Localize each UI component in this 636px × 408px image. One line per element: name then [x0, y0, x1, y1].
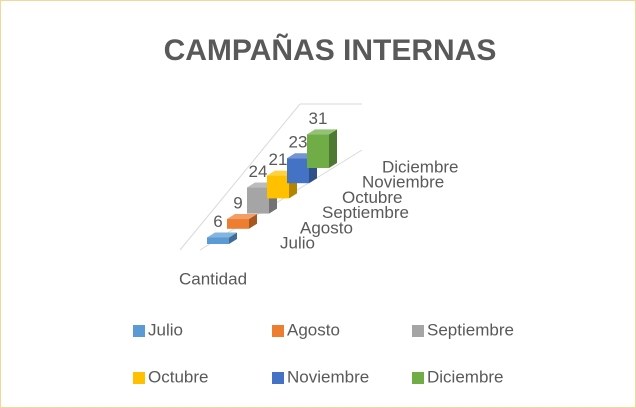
legend-swatch: [133, 372, 145, 384]
bar-side: [229, 232, 237, 244]
bar-side: [329, 129, 337, 168]
bar: [307, 134, 329, 168]
depth-label: Octubre: [342, 188, 402, 207]
bar-side: [249, 214, 257, 229]
legend-label: Noviembre: [287, 367, 369, 386]
data-label: 6: [213, 212, 222, 231]
legend-label: Agosto: [287, 320, 340, 339]
bar: [267, 175, 289, 199]
depth-label: Noviembre: [362, 173, 444, 192]
legend-label: Diciembre: [427, 367, 504, 386]
bar: [227, 219, 249, 229]
legend-label: Octubre: [148, 367, 208, 386]
data-label: 9: [233, 194, 242, 213]
bar-top: [207, 232, 237, 238]
depth-label: Agosto: [300, 218, 353, 237]
bar: [247, 187, 269, 214]
category-label: Cantidad: [179, 269, 247, 288]
legend-swatch: [412, 325, 424, 337]
legend-swatch: [412, 372, 424, 384]
bar-top: [307, 129, 337, 135]
legend-swatch: [133, 325, 145, 337]
chart-title: CAMPAÑAS INTERNAS: [164, 33, 497, 67]
data-label: 24: [249, 162, 268, 181]
bar-top: [227, 214, 257, 220]
depth-label: Septiembre: [322, 203, 409, 222]
legend-swatch: [272, 325, 284, 337]
bar: [287, 158, 309, 184]
legend-swatch: [272, 372, 284, 384]
data-label: 23: [289, 133, 308, 152]
back-wall-edge: [179, 103, 301, 251]
legend-label: Julio: [148, 320, 183, 339]
data-label: 31: [309, 109, 328, 128]
depth-label: Julio: [280, 233, 315, 252]
data-label: 21: [269, 150, 288, 169]
depth-label: Diciembre: [382, 157, 459, 176]
legend-label: Septiembre: [427, 320, 514, 339]
bar: [207, 237, 229, 244]
